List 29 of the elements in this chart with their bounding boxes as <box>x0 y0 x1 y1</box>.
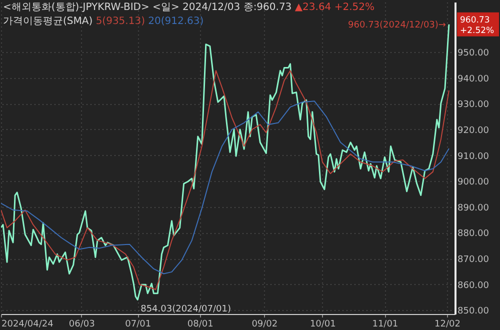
line-series <box>1 70 450 290</box>
x-tick-label: 12/02 <box>434 320 460 330</box>
text: 5(935.13) <box>96 16 146 27</box>
chart-title: <해외통화(통합)-JPYKRW-BID> <일> 2024/12/03 종:960.73 <box>3 2 292 13</box>
y-tick-label: 850.00 <box>458 306 490 317</box>
y-tick-label: 880.00 <box>458 229 490 240</box>
x-tick-label: 07/01 <box>125 320 152 330</box>
annotation: 960.73(2024/12/03)→ <box>348 20 446 30</box>
x-tick-label: 10/01 <box>310 320 336 330</box>
x-tick-label: 11/01 <box>372 320 398 330</box>
line-series <box>1 100 450 274</box>
legend-title: 가격이동평균(SMA) <box>3 16 94 27</box>
annotation: ▲23.64 +2.52% <box>294 2 374 13</box>
y-tick-label: 890.00 <box>458 203 490 214</box>
y-tick-label: 900.00 <box>458 178 490 188</box>
x-tick-label: 2024/04/24 <box>2 320 54 330</box>
annotation: 854.03(2024/07/01) <box>140 304 231 315</box>
y-tick-label: 860.00 <box>458 280 490 291</box>
y-tick-label: 920.00 <box>458 126 490 136</box>
x-tick-label: 08/01 <box>187 320 214 330</box>
y-tick-label: 940.00 <box>458 74 490 84</box>
x-tick-label: 09/02 <box>252 320 278 330</box>
y-tick-label: 930.00 <box>458 100 490 110</box>
annotation: 960.73 +2.52% <box>460 15 494 36</box>
text: 20(912.63) <box>148 16 204 27</box>
x-tick-label: 06/03 <box>68 320 95 330</box>
y-tick-label: 910.00 <box>458 152 490 162</box>
y-tick-label: 950.00 <box>458 48 490 59</box>
y-tick-label: 870.00 <box>458 255 490 266</box>
